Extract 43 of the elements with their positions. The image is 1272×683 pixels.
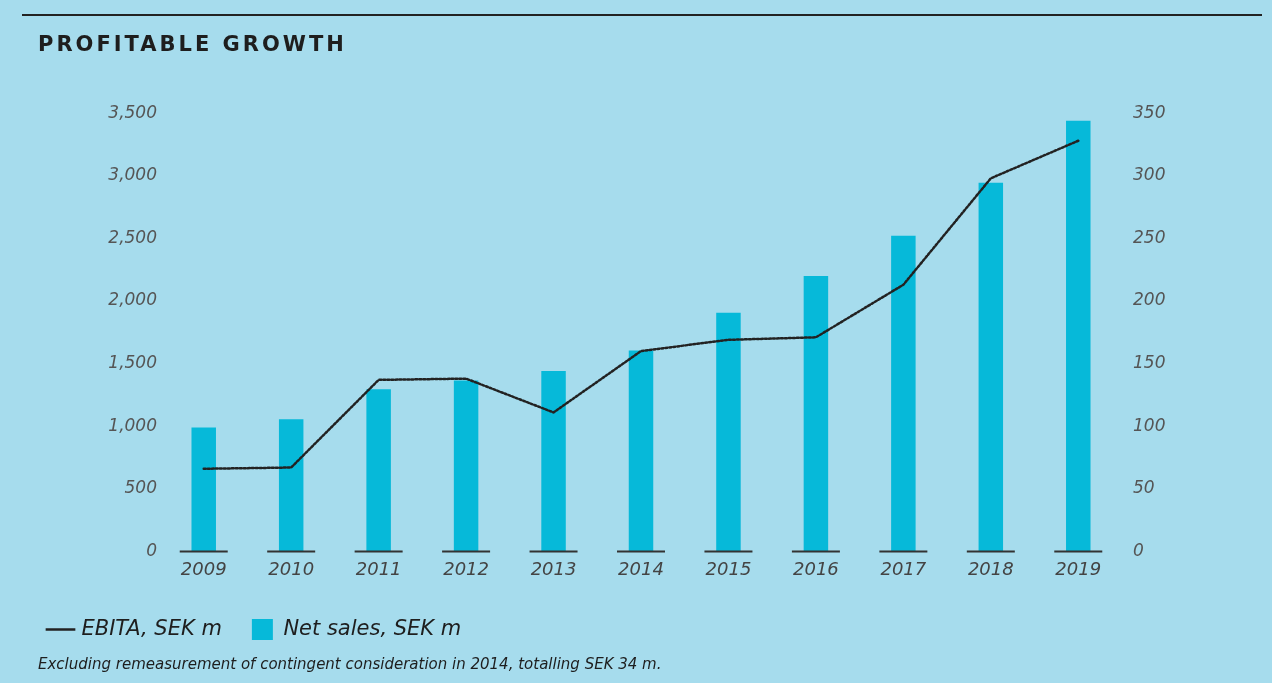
- bar: [453, 380, 479, 552]
- y-tick-label: 2,000: [108, 289, 157, 310]
- legend-label: EBITA, SEK m: [81, 615, 222, 640]
- x-tick-label: 2019: [1055, 557, 1102, 579]
- bar: [628, 350, 654, 552]
- y2-tick-label: 100: [1133, 414, 1166, 435]
- bar: [716, 312, 741, 552]
- bar: [366, 389, 391, 552]
- x-tick-label: 2013: [530, 557, 577, 579]
- x-tick-label: 2010: [268, 557, 315, 579]
- x-tick-label: 2015: [705, 557, 752, 579]
- y-tick-label: 1,000: [108, 414, 157, 435]
- x-tick-label: 2011: [355, 557, 402, 579]
- y-tick-label: 3,000: [108, 164, 157, 185]
- x-tick-label: 2017: [880, 557, 927, 579]
- y-tick-label: 1,500: [108, 352, 157, 373]
- y2-tick-label: 150: [1133, 352, 1166, 373]
- bar: [1066, 120, 1091, 552]
- x-tick-label: 2018: [967, 557, 1014, 579]
- bar: [803, 275, 829, 552]
- y-tick-label: 2,500: [108, 226, 157, 247]
- x-tick-label: 2014: [618, 557, 664, 579]
- y-tick-label: 500: [124, 477, 157, 498]
- y2-tick-label: 0: [1133, 539, 1144, 560]
- bar: [978, 182, 1004, 552]
- x-tick-label: 2012: [443, 557, 489, 579]
- y2-tick-label: 50: [1133, 477, 1155, 498]
- y2-tick-label: 300: [1133, 164, 1166, 185]
- chart-title: PROFITABLE GROWTH: [38, 32, 347, 56]
- y-tick-label: 3,500: [108, 101, 157, 122]
- y2-tick-label: 200: [1133, 289, 1166, 310]
- text: Excluding remeasurement of contingent consideration in 2014, totalling SEK 34 m.: [38, 655, 662, 673]
- bar: [541, 371, 566, 552]
- y-tick-label: 0: [146, 539, 157, 560]
- bar: [278, 419, 304, 552]
- legend-label: Net sales, SEK m: [283, 615, 462, 640]
- x-tick-label: 2009: [180, 557, 227, 579]
- y2-tick-label: 350: [1133, 101, 1166, 122]
- line-series: [202, 139, 1080, 471]
- bar: [891, 235, 916, 552]
- bar: [191, 427, 216, 552]
- x-tick-label: 2016: [793, 557, 839, 579]
- y2-tick-label: 250: [1133, 226, 1166, 247]
